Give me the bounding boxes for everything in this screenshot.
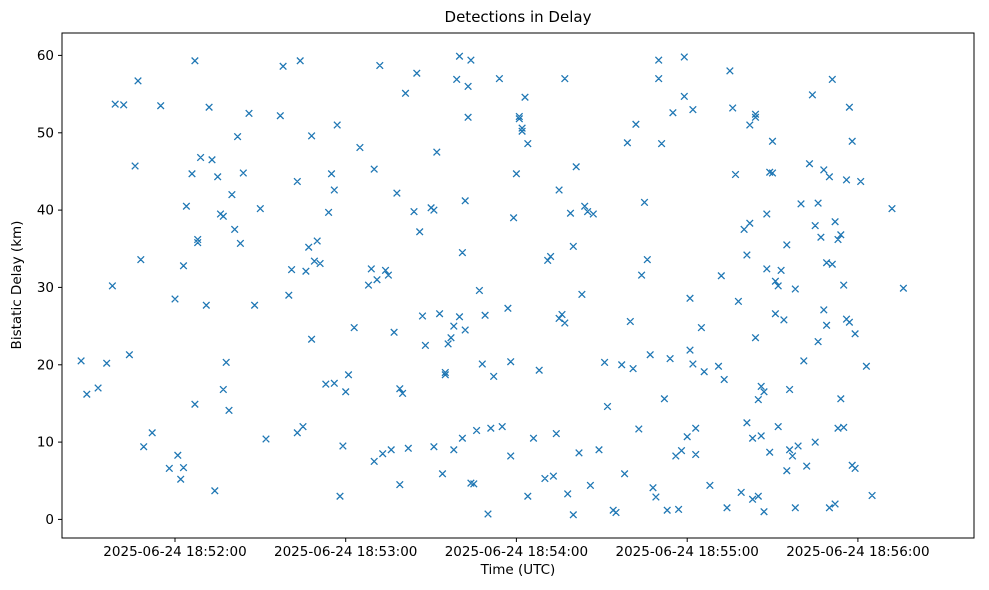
y-tick-label: 40 [37, 203, 54, 219]
y-tick-label: 10 [37, 435, 54, 451]
x-tick-label: 2025-06-24 18:52:00 [103, 544, 246, 560]
x-tick-label: 2025-06-24 18:56:00 [786, 544, 929, 560]
y-tick-label: 20 [37, 357, 54, 373]
x-tick-label: 2025-06-24 18:54:00 [445, 544, 588, 560]
plot-area [61, 32, 975, 539]
x-tick-label: 2025-06-24 18:55:00 [616, 544, 759, 560]
chart-title: Detections in Delay [444, 8, 592, 26]
x-axis-label: Time (UTC) [480, 562, 556, 578]
scatter-points [77, 52, 908, 519]
y-tick-label: 30 [37, 280, 54, 296]
y-tick-label: 50 [37, 125, 54, 141]
x-tick-label: 2025-06-24 18:53:00 [274, 544, 417, 560]
y-tick-label: 60 [37, 48, 54, 64]
y-tick-label: 0 [45, 512, 54, 528]
